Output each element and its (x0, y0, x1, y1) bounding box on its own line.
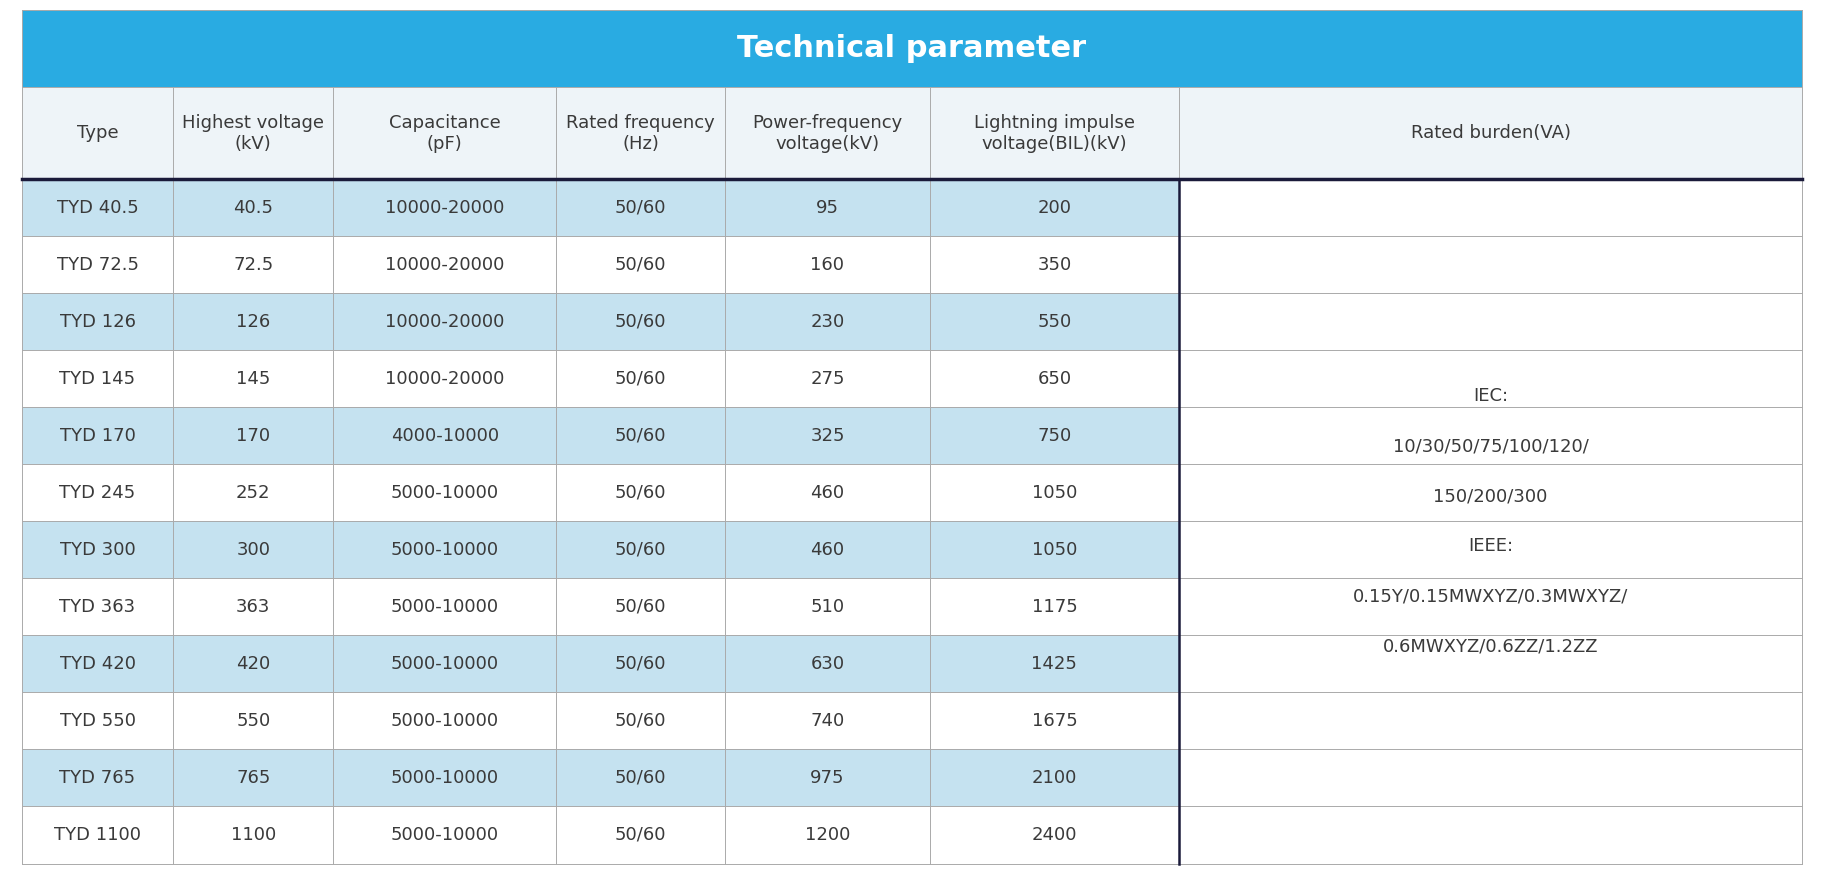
Text: 10000-20000: 10000-20000 (385, 370, 505, 388)
Bar (22, 407, 1178, 464)
Text: 2400: 2400 (1032, 826, 1077, 844)
Text: 50/60: 50/60 (614, 313, 665, 330)
Text: Technical parameter: Technical parameter (736, 34, 1087, 64)
Text: TYD 170: TYD 170 (60, 427, 135, 445)
Text: 363: 363 (235, 598, 270, 616)
Text: 1175: 1175 (1032, 598, 1077, 616)
Bar (22, 179, 1178, 236)
Text: 50/60: 50/60 (614, 826, 665, 844)
Text: 10000-20000: 10000-20000 (385, 313, 505, 330)
Text: 5000-10000: 5000-10000 (390, 655, 498, 673)
Text: 750: 750 (1037, 427, 1070, 445)
Text: Type: Type (77, 124, 118, 142)
Text: 740: 740 (809, 712, 844, 730)
Text: Lightning impulse
voltage(BIL)(kV): Lightning impulse voltage(BIL)(kV) (973, 114, 1134, 153)
Text: 350: 350 (1037, 256, 1070, 274)
Text: 630: 630 (809, 655, 844, 673)
Text: TYD 420: TYD 420 (60, 655, 135, 673)
Text: 4000-10000: 4000-10000 (390, 427, 498, 445)
Bar (22, 236, 1178, 294)
Text: Rated frequency
(Hz): Rated frequency (Hz) (565, 114, 715, 153)
Text: 40.5: 40.5 (233, 198, 273, 217)
Text: 460: 460 (809, 541, 844, 558)
Text: 50/60: 50/60 (614, 484, 665, 502)
Bar (22, 635, 1178, 692)
Text: Capacitance
(pF): Capacitance (pF) (388, 114, 500, 153)
Text: 50/60: 50/60 (614, 370, 665, 388)
Text: 50/60: 50/60 (614, 655, 665, 673)
Text: 275: 275 (809, 370, 844, 388)
Text: 1425: 1425 (1032, 655, 1077, 673)
Text: 10000-20000: 10000-20000 (385, 256, 505, 274)
Text: 765: 765 (235, 769, 270, 787)
Text: 650: 650 (1037, 370, 1070, 388)
Text: 50/60: 50/60 (614, 427, 665, 445)
Text: 50/60: 50/60 (614, 598, 665, 616)
Bar (22, 807, 1178, 864)
Text: 5000-10000: 5000-10000 (390, 598, 498, 616)
Text: TYD 550: TYD 550 (60, 712, 135, 730)
Text: 1200: 1200 (804, 826, 850, 844)
Text: 420: 420 (235, 655, 270, 673)
Text: 50/60: 50/60 (614, 541, 665, 558)
Text: Rated burden(VA): Rated burden(VA) (1409, 124, 1570, 142)
Bar (22, 579, 1178, 635)
Text: 145: 145 (235, 370, 270, 388)
Text: 10000-20000: 10000-20000 (385, 198, 505, 217)
Text: TYD 72.5: TYD 72.5 (57, 256, 139, 274)
Text: 1675: 1675 (1032, 712, 1077, 730)
Bar (22, 10, 1801, 87)
Bar (22, 87, 1801, 179)
Bar (22, 350, 1178, 407)
Text: 325: 325 (809, 427, 844, 445)
Text: 550: 550 (1037, 313, 1070, 330)
Text: 550: 550 (235, 712, 270, 730)
Text: 5000-10000: 5000-10000 (390, 712, 498, 730)
Text: 252: 252 (235, 484, 270, 502)
Text: TYD 765: TYD 765 (60, 769, 135, 787)
Text: 50/60: 50/60 (614, 712, 665, 730)
Text: 5000-10000: 5000-10000 (390, 826, 498, 844)
Bar (22, 464, 1178, 521)
Text: 975: 975 (809, 769, 844, 787)
Text: IEC:

10/30/50/75/100/120/

150/200/300

IEEE:

0.15Y/0.15MWXYZ/0.3MWXYZ/

0.6MW: IEC: 10/30/50/75/100/120/ 150/200/300 IE… (1353, 387, 1628, 656)
Bar (22, 749, 1178, 807)
Text: 300: 300 (237, 541, 270, 558)
Text: TYD 126: TYD 126 (60, 313, 135, 330)
Text: 510: 510 (809, 598, 844, 616)
Text: 5000-10000: 5000-10000 (390, 541, 498, 558)
Text: 126: 126 (235, 313, 270, 330)
Text: TYD 363: TYD 363 (60, 598, 135, 616)
Text: 1050: 1050 (1032, 484, 1077, 502)
Text: TYD 145: TYD 145 (60, 370, 135, 388)
Text: TYD 300: TYD 300 (60, 541, 135, 558)
Text: Highest voltage
(kV): Highest voltage (kV) (182, 114, 324, 153)
Bar (22, 521, 1178, 579)
Text: 160: 160 (809, 256, 844, 274)
Text: TYD 1100: TYD 1100 (55, 826, 140, 844)
Text: 200: 200 (1037, 198, 1070, 217)
Text: TYD 40.5: TYD 40.5 (57, 198, 139, 217)
Text: TYD 245: TYD 245 (60, 484, 135, 502)
Text: Power-frequency
voltage(kV): Power-frequency voltage(kV) (751, 114, 902, 153)
Text: 460: 460 (809, 484, 844, 502)
Text: 2100: 2100 (1032, 769, 1077, 787)
Text: 170: 170 (237, 427, 270, 445)
Text: 95: 95 (815, 198, 839, 217)
Text: 1100: 1100 (230, 826, 275, 844)
Text: 230: 230 (809, 313, 844, 330)
Text: 72.5: 72.5 (233, 256, 273, 274)
Text: 5000-10000: 5000-10000 (390, 769, 498, 787)
Bar (22, 692, 1178, 750)
Bar (1178, 179, 1801, 864)
Text: 50/60: 50/60 (614, 198, 665, 217)
Text: 50/60: 50/60 (614, 256, 665, 274)
Text: 5000-10000: 5000-10000 (390, 484, 498, 502)
Bar (22, 294, 1178, 350)
Text: 1050: 1050 (1032, 541, 1077, 558)
Text: 50/60: 50/60 (614, 769, 665, 787)
